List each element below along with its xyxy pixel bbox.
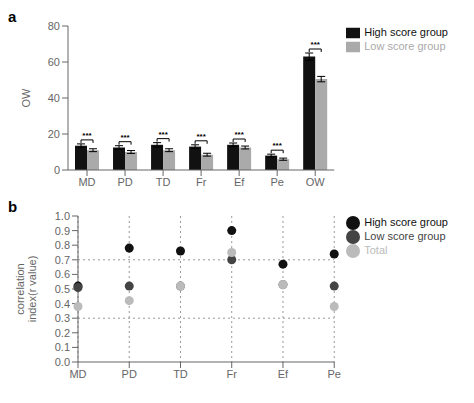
svg-text:TD: TD bbox=[156, 176, 171, 188]
html-text:Total: Total bbox=[364, 244, 388, 257]
svg-text:***: *** bbox=[158, 130, 168, 139]
svg-text:0.9: 0.9 bbox=[55, 225, 70, 237]
svg-text:0.2: 0.2 bbox=[55, 327, 70, 339]
svg-text:***: *** bbox=[196, 132, 206, 141]
html-text:Low score group: Low score group bbox=[364, 230, 446, 243]
svg-text:TD: TD bbox=[173, 368, 188, 380]
svg-text:Fr: Fr bbox=[196, 176, 207, 188]
svg-text:0.4: 0.4 bbox=[55, 298, 70, 310]
svg-text:20: 20 bbox=[48, 128, 60, 140]
html-text:High score group: High score group bbox=[364, 216, 448, 228]
svg-text:OW: OW bbox=[20, 88, 32, 108]
svg-text:PD: PD bbox=[122, 368, 137, 380]
html-text:b: b bbox=[8, 198, 18, 215]
svg-text:0.7: 0.7 bbox=[55, 254, 70, 266]
svg-text:80: 80 bbox=[48, 20, 60, 32]
svg-text:0.1: 0.1 bbox=[55, 341, 70, 353]
html-text:a: a bbox=[8, 8, 17, 25]
svg-text:Pe: Pe bbox=[327, 368, 340, 380]
html-text:High score group: High score group bbox=[364, 26, 448, 38]
svg-text:Ef: Ef bbox=[278, 368, 289, 380]
svg-text:0.6: 0.6 bbox=[55, 268, 70, 280]
svg-text:***: *** bbox=[234, 130, 244, 139]
svg-text:0.5: 0.5 bbox=[55, 283, 70, 295]
svg-text:MD: MD bbox=[69, 368, 86, 380]
svg-text:0.3: 0.3 bbox=[55, 312, 70, 324]
svg-text:Fr: Fr bbox=[227, 368, 238, 380]
svg-text:60: 60 bbox=[48, 56, 60, 68]
html-text:Low score group: Low score group bbox=[364, 40, 446, 53]
svg-text:Pe: Pe bbox=[270, 176, 283, 188]
svg-text:0: 0 bbox=[54, 164, 60, 176]
svg-text:***: *** bbox=[82, 131, 92, 140]
svg-text:0.0: 0.0 bbox=[55, 356, 70, 368]
svg-text:OW: OW bbox=[306, 176, 326, 188]
svg-text:correlationindex(r value): correlationindex(r value) bbox=[14, 256, 38, 323]
svg-text:0.8: 0.8 bbox=[55, 239, 70, 251]
svg-text:PD: PD bbox=[117, 176, 132, 188]
svg-text:MD: MD bbox=[78, 176, 95, 188]
svg-text:***: *** bbox=[311, 40, 321, 49]
svg-text:Ef: Ef bbox=[234, 176, 245, 188]
svg-text:***: *** bbox=[120, 133, 130, 142]
svg-text:40: 40 bbox=[48, 92, 60, 104]
svg-text:1.0: 1.0 bbox=[55, 210, 70, 222]
svg-text:***: *** bbox=[273, 141, 283, 150]
